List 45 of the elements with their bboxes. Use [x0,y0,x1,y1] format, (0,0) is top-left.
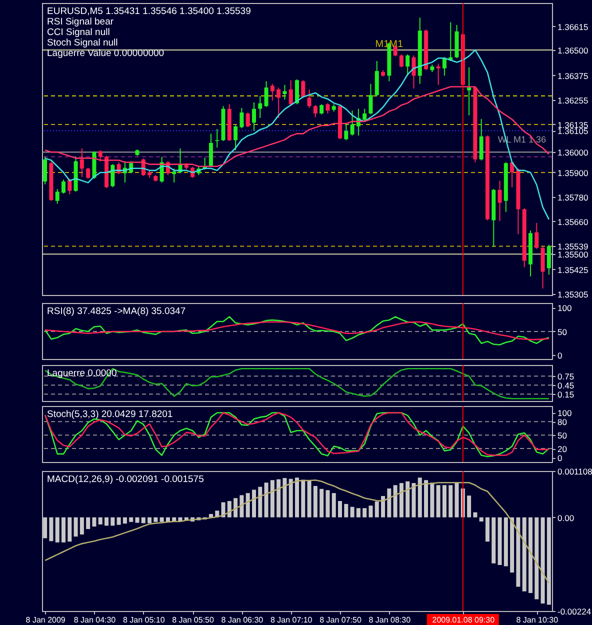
y-tick-label: 1.35425 [558,264,588,275]
y-tick-label: 100 [558,303,572,314]
y-tick-label: 80 [558,417,568,428]
y-tick-label: 1.36500 [558,45,588,56]
y-tick-label: 0 [558,453,562,464]
annotation: CCI Signal null [47,27,110,38]
y-tick-label: 1.35500 [558,250,588,260]
x-tick-label: 8 Jan 05:10 [122,616,166,624]
y-tick-label: 0.45 [558,380,574,391]
y-tick-label: 1.36135 [558,120,588,130]
chart-title: RSI(8) 37.4825 ->MA(8) 35.0347 [47,306,186,317]
x-tick-label: 8 Jan 07:50 [320,616,362,624]
chart-title: EURUSD,M5 1.35431 1.35546 1.35400 1.35539 [47,6,251,17]
x-tick-label: 8 Jan 06:30 [221,616,264,624]
y-tick-label: 1.35900 [558,168,588,178]
y-tick-label: 0.001108 [558,466,592,476]
x-tick-label: 8 Jan 08:30 [368,616,412,624]
y-tick-label: -0.00224 [558,606,592,616]
x-tick-label: 8 Jan 05:50 [172,616,214,624]
y-tick-label: 50 [558,326,568,337]
chart-title: MACD(12,26,9) -0.002091 -0.001575 [47,474,204,485]
y-tick-label: 1.35305 [558,289,588,300]
annotation: Laguerre Value 0.00000000 [47,48,164,59]
chart-title: Stoch(5,3,3) 20.0429 17.8201 [47,409,173,420]
y-tick-label: 1.36000 [558,148,588,158]
y-tick-label: 1.36375 [558,70,588,81]
annotation: RSI Signal bear [47,16,114,28]
y-tick-label: 0 [558,350,562,361]
x-tick-label: 8 Jan 07:10 [270,616,313,624]
y-tick-label: 1.35660 [558,216,588,227]
x-tick-label: 8 Jan 10:30 [516,616,559,624]
x-tick-label: 2009.01.08 09:30 [432,616,496,624]
y-tick-label: 20 [558,444,568,454]
y-tick-label: 0.75 [558,372,574,382]
y-tick-label: 1.35780 [558,192,588,202]
annotation: Stoch Signal null [47,38,118,48]
y-tick-label: 1.36615 [558,22,588,32]
x-tick-label: 8 Jan 04:30 [74,616,116,624]
x-tick-label: 8 Jan 2009 [26,616,66,624]
y-tick-label: 0.00 [558,512,574,523]
y-tick-label: 100 [558,408,572,418]
y-tick-label: 1.35539 [558,242,588,252]
y-tick-label: 0.15 [558,390,574,400]
y-tick-label: 50 [558,430,568,441]
y-tick-label: 1.36255 [558,95,588,106]
